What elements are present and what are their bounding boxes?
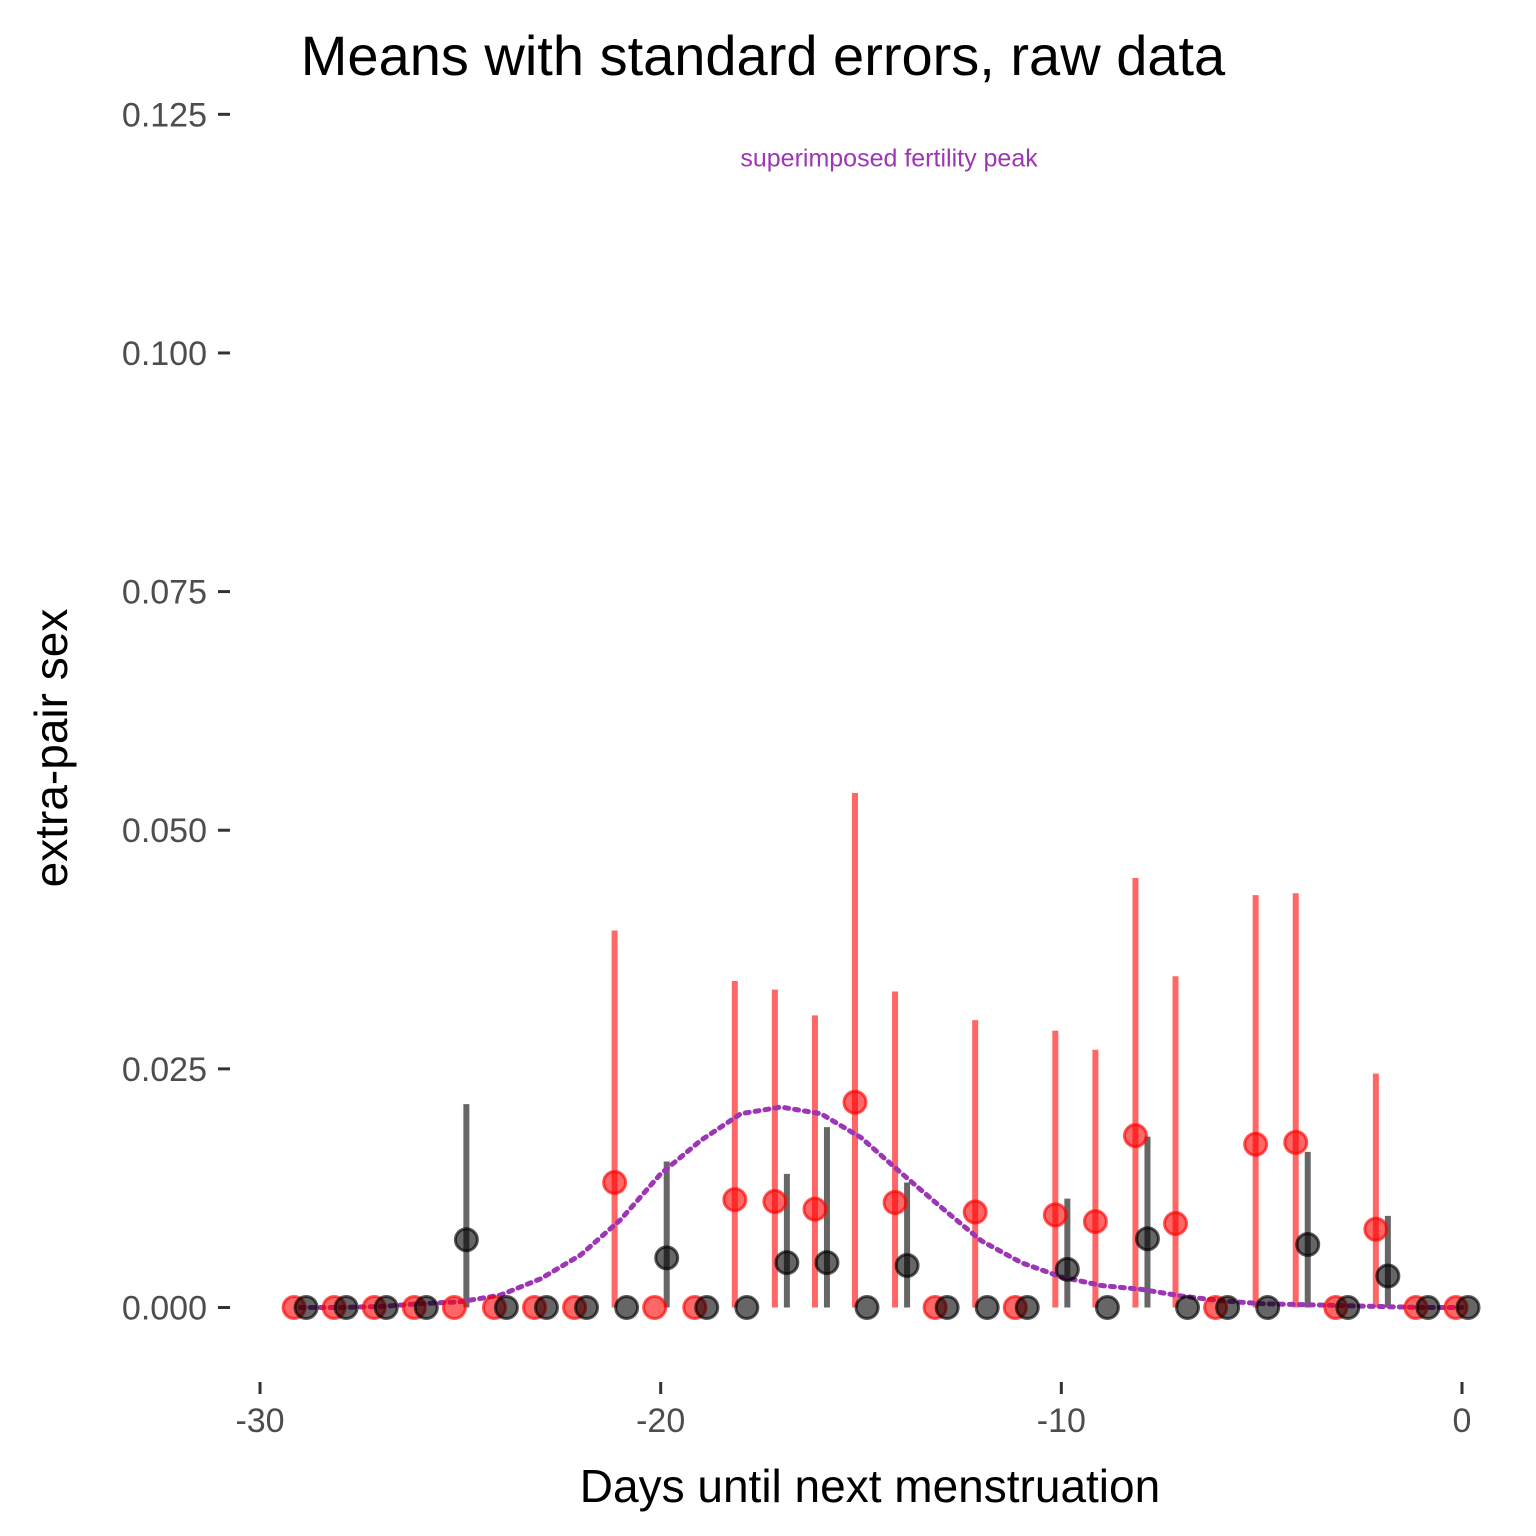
data-point [1175,1295,1201,1320]
data-point [1134,1226,1160,1252]
y-tick-label: 0.025 [122,1051,207,1089]
x-tick-label: 0 [1453,1402,1472,1440]
data-point [722,1187,748,1213]
x-axis-title: Days until next menstruation [580,1460,1160,1512]
y-axis-title: extra-pair sex [25,609,77,888]
data-point [642,1295,668,1320]
data-point [774,1250,800,1276]
data-point [1283,1129,1309,1155]
data-point [734,1295,760,1320]
data-point [934,1295,960,1320]
data-point [694,1295,720,1320]
x-axis: -30 -20 -10 0 [235,1382,1471,1440]
data-point [962,1199,988,1225]
data-point [614,1295,640,1320]
data-point [453,1227,479,1253]
y-tick-label: 0.100 [122,335,207,373]
chart-title: Means with standard errors, raw data [301,24,1226,87]
data-point [1014,1295,1040,1320]
x-tick-label: -10 [1037,1402,1086,1440]
data-point [1243,1131,1269,1157]
data-point [533,1295,559,1320]
y-axis: 0.000 0.025 0.050 0.075 0.100 0.125 [122,96,230,1328]
data-point [1054,1256,1080,1282]
y-tick-label: 0.000 [122,1290,207,1328]
data-point [1215,1295,1241,1320]
data-point [1094,1295,1120,1320]
data-point [842,1089,868,1115]
data-point [1122,1123,1148,1149]
x-tick-label: -30 [235,1402,284,1440]
data-point [814,1250,840,1276]
y-tick-label: 0.075 [122,574,207,612]
y-tick-label: 0.125 [122,96,207,134]
data-point [441,1295,467,1320]
data-point [1042,1202,1068,1228]
x-tick-label: -20 [636,1402,685,1440]
data-point [1455,1295,1481,1320]
error-bars [463,793,1391,1308]
data-point [373,1295,399,1320]
data-points [281,1089,1481,1320]
data-point [1415,1295,1441,1320]
data-point [1363,1216,1389,1242]
data-point [333,1295,359,1320]
data-point [413,1295,439,1320]
data-point [882,1190,908,1215]
data-point [602,1169,628,1195]
data-point [802,1196,828,1222]
y-tick-label: 0.050 [122,812,207,850]
data-point [1375,1263,1401,1289]
fertility-peak-annotation: superimposed fertility peak [740,144,1038,172]
data-point [1335,1295,1361,1320]
data-point [854,1295,880,1320]
data-point [894,1253,920,1278]
data-point [1163,1211,1189,1236]
data-point [974,1295,1000,1320]
data-point [1295,1232,1321,1257]
data-point [293,1295,319,1320]
data-point [1255,1295,1281,1320]
data-point [493,1295,519,1320]
data-point [574,1295,600,1320]
data-point [1082,1209,1108,1235]
data-point [654,1245,680,1271]
data-point [762,1189,788,1215]
